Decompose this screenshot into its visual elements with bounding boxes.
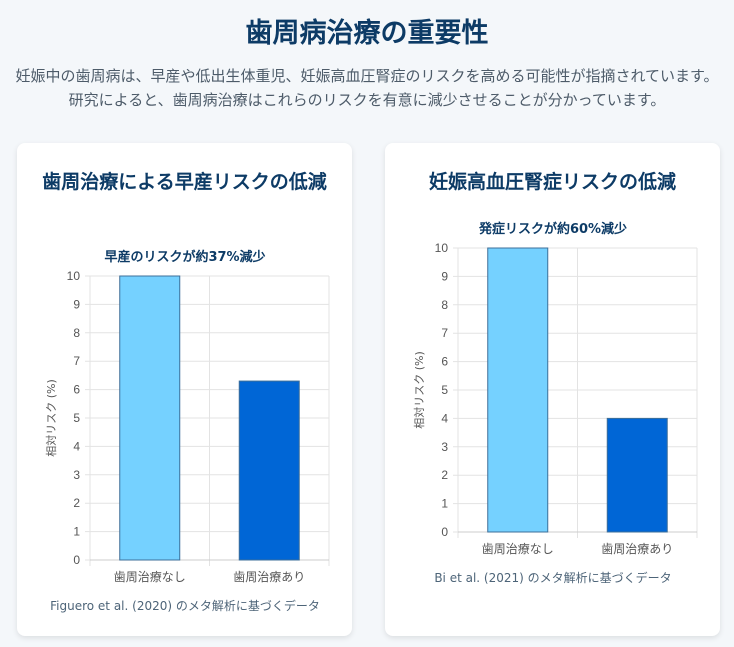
y-tick-label: 6 [441,355,448,369]
preterm-chart-card: 歯周治療による早産リスクの低減 早産のリスクが約37%減少 0 1 2 3 4 5 6 7 8 9 1… [17,143,352,636]
intro-text: 妊娠中の歯周病は、早産や低出生体重児、妊娠高血圧腎症のリスクを高める可能性が指摘… [15,67,719,109]
y-tick-label: 5 [73,411,80,425]
preeclampsia-bar-chart: 発症リスクが約60%減少 0 1 2 3 4 5 6 7 8 9 10 歯周治療なし 歯周治療あり 相対リス… [412,221,698,585]
y-tick-label: 2 [73,496,80,510]
chart-subtitle: 発症リスクが約60%減少 [478,221,627,237]
x-tick-label: 歯周治療なし [482,542,554,556]
y-tick-label: 3 [441,440,448,454]
y-tick-label: 1 [73,525,80,539]
card-title: 妊娠高血圧腎症リスクの低減 [428,171,676,193]
y-tick-label: 8 [73,326,80,340]
y-tick-label: 0 [73,553,80,567]
y-tick-label: 0 [441,525,448,539]
y-tick-label: 10 [67,269,81,283]
y-tick-label: 4 [73,439,80,453]
x-tick-label: 歯周治療なし [114,570,186,584]
y-tick-label: 8 [441,298,448,312]
page-title: 歯周病治療の重要性 [245,18,489,49]
bar [238,380,300,561]
card-title: 歯周治療による早産リスクの低減 [42,171,327,193]
y-tick-label: 7 [441,326,448,340]
source-note: Figuero et al. (2020) のメタ解析に基づくデータ [50,598,320,613]
y-tick-label: 7 [73,354,80,368]
y-tick-label: 4 [441,411,448,425]
y-tick-label: 6 [73,383,80,397]
y-tick-label: 2 [441,468,448,482]
preeclampsia-chart-card: 妊娠高血圧腎症リスクの低減 発症リスクが約60%減少 0 1 2 3 4 5 6 7 8 9 10 歯周… [385,143,720,636]
y-tick-label: 3 [73,468,80,482]
y-tick-label: 9 [73,297,80,311]
x-tick-label: 歯周治療あり [233,570,305,584]
preterm-bar-chart: 早産のリスクが約37%減少 0 1 2 3 4 5 6 7 8 9 10 歯周治療なし 歯周治療あり 相対リ… [44,249,330,613]
y-tick-label: 9 [441,269,448,283]
chart-subtitle: 早産のリスクが約37%減少 [104,249,265,265]
y-tick-label: 10 [435,241,449,255]
y-axis-label: 相対リスク (%) [412,351,426,429]
y-axis-label: 相対リスク (%) [44,379,58,457]
source-note: Bi et al. (2021) のメタ解析に基づくデータ [434,570,671,585]
y-tick-label: 5 [441,383,448,397]
bar [487,247,549,533]
bar [606,417,668,533]
bar [119,275,181,561]
y-tick-label: 1 [441,497,448,511]
x-tick-label: 歯周治療あり [601,542,673,556]
